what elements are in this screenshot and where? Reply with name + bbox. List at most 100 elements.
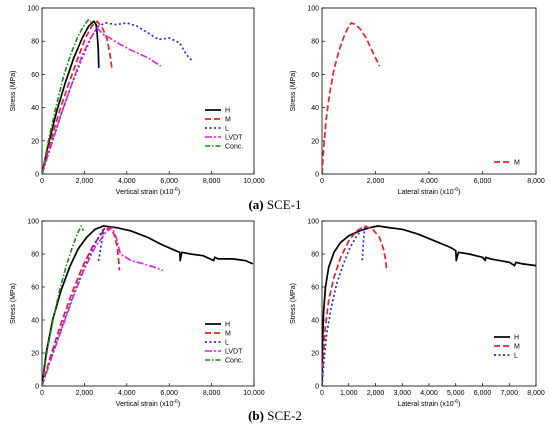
y-tick-label: 60 <box>31 72 39 79</box>
x-tick-label: 0 <box>320 390 324 397</box>
caption-a-tag: (a) <box>248 197 264 212</box>
legend-label-l: L <box>225 126 229 133</box>
caption-b-tag: (b) <box>248 408 264 423</box>
y-tick-label: 40 <box>31 105 39 112</box>
legend-label-h: H <box>514 335 519 342</box>
legend-label-h: H <box>225 322 230 329</box>
legend-label-lvdt: LVDT <box>225 349 243 356</box>
y-axis-label: Stress (MPa) <box>290 283 297 324</box>
y-tick-label: 40 <box>311 318 319 325</box>
y-tick-label: 20 <box>31 351 39 358</box>
y-tick-label: 0 <box>315 384 319 391</box>
legend-label-l: L <box>225 340 229 347</box>
series-line-m <box>42 20 113 174</box>
x-tick-label: 4,000 <box>118 390 136 397</box>
x-tick-label: 6,000 <box>160 178 178 185</box>
x-tick-label: 0 <box>320 178 324 185</box>
caption-a-text: SCE-1 <box>266 197 302 212</box>
legend-label-m: M <box>514 160 520 167</box>
x-tick-label: 4,000 <box>420 178 438 185</box>
caption-b: (b) SCE-2 <box>0 408 550 424</box>
x-tick-label: 8,000 <box>203 390 221 397</box>
x-tick-label: 1,000 <box>340 390 358 397</box>
x-tick-label: 4,000 <box>420 390 438 397</box>
x-tick-label: 6,000 <box>160 390 178 397</box>
x-tick-label: 2,000 <box>367 178 385 185</box>
x-tick-label: 8,000 <box>527 178 545 185</box>
chart-b-right: 0 1,000 2,000 3,000 4,000 5,000 6,000 7,000 8,00… <box>290 219 545 409</box>
plot-frame <box>41 7 255 175</box>
y-tick-label: 0 <box>315 172 319 179</box>
y-tick-label: 40 <box>31 318 39 325</box>
legend-label-l: L <box>514 353 518 360</box>
caption-b-text: SCE-2 <box>267 408 302 423</box>
y-tick-label: 100 <box>27 6 39 13</box>
series-line-m <box>322 225 388 386</box>
y-axis-label: Stress (MPa) <box>10 283 17 324</box>
y-tick-label: 0 <box>35 384 39 391</box>
x-tick-label: 0 <box>40 178 44 185</box>
chart-a-right: 0 2,000 4,000 6,000 8,000 0 20 40 60 80 100 Lateral… <box>290 6 545 197</box>
x-axis-label: Lateral strain (x10-6) <box>398 187 461 196</box>
y-tick-label: 60 <box>31 285 39 292</box>
series-line-l <box>42 226 106 386</box>
y-tick-label: 20 <box>311 138 319 145</box>
legend-label-conc: Conc. <box>225 144 243 151</box>
x-axis-label: Lateral strain (x10-6) <box>398 399 461 408</box>
legend-label-m: M <box>225 331 231 338</box>
legend-label-h: H <box>225 108 230 115</box>
series-line-h <box>42 225 254 386</box>
legend-label-lvdt: LVDT <box>225 135 243 142</box>
plot-frame <box>41 220 255 387</box>
y-tick-label: 20 <box>31 138 39 145</box>
plot-frame <box>321 7 537 175</box>
x-tick-label: 6,000 <box>474 178 492 185</box>
x-tick-label: 2,000 <box>76 390 94 397</box>
y-axis-label: Stress (MPa) <box>290 71 297 112</box>
x-tick-label: 6,000 <box>474 390 492 397</box>
legend-label-m: M <box>514 344 520 351</box>
caption-a: (a) SCE-1 <box>0 197 550 213</box>
x-tick-label: 10,000 <box>243 178 265 185</box>
x-tick-label: 10,000 <box>243 390 265 397</box>
x-tick-label: 8,000 <box>203 178 221 185</box>
y-tick-label: 0 <box>35 172 39 179</box>
x-tick-label: 2,000 <box>367 390 385 397</box>
x-tick-label: 3,000 <box>393 390 411 397</box>
y-tick-label: 100 <box>307 6 319 13</box>
y-tick-label: 80 <box>311 39 319 46</box>
series-line-lvdt <box>42 27 162 174</box>
series-line-l <box>42 22 194 174</box>
y-tick-label: 100 <box>307 219 319 226</box>
series-line-conc <box>42 225 85 386</box>
series-line-m <box>42 226 121 386</box>
y-axis-label: Stress (MPa) <box>10 71 17 112</box>
series-line-conc <box>42 18 93 174</box>
x-axis-label: Vertical strain (x10-6) <box>116 187 180 196</box>
y-tick-label: 100 <box>27 219 39 226</box>
y-tick-label: 80 <box>31 252 39 259</box>
y-tick-label: 20 <box>311 351 319 358</box>
series-line-h <box>42 20 100 174</box>
y-tick-label: 80 <box>31 39 39 46</box>
y-tick-label: 40 <box>311 105 319 112</box>
x-tick-label: 2,000 <box>76 178 94 185</box>
chart-b-left: 0 2,000 4,000 6,000 8,000 10,000 0 20 40 60 80 100 V… <box>10 219 265 409</box>
legend-label-m: M <box>225 117 231 124</box>
x-tick-label: 7,000 <box>500 390 518 397</box>
series-line-m <box>322 22 381 174</box>
x-tick-label: 8,000 <box>527 390 545 397</box>
y-tick-label: 80 <box>311 252 319 259</box>
series-line-lvdt <box>42 226 164 386</box>
chart-a-left: 0 2,000 4,000 6,000 8,000 10,000 0 20 40 60 80 100 V… <box>10 6 265 197</box>
x-tick-label: 0 <box>40 390 44 397</box>
series-line-h <box>322 225 536 386</box>
y-tick-label: 60 <box>311 285 319 292</box>
x-tick-label: 5,000 <box>447 390 465 397</box>
x-axis-label: Vertical strain (x10-6) <box>116 399 180 408</box>
y-tick-label: 60 <box>311 72 319 79</box>
x-tick-label: 4,000 <box>118 178 136 185</box>
plot-frame <box>321 220 537 387</box>
legend-label-conc: Conc. <box>225 358 243 365</box>
